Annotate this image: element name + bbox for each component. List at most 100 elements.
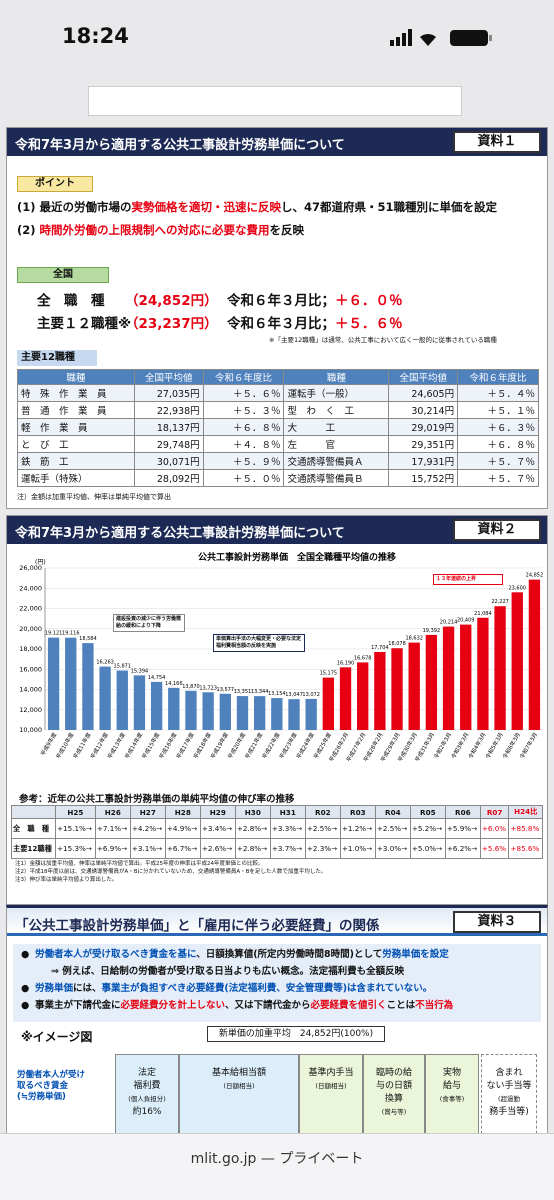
site-label: mlit.go.jp — プライベート [190, 1151, 364, 1167]
table-cell: ＋６．８％ [202, 418, 285, 436]
y-unit: (円) [35, 559, 46, 566]
box-line: (超過勤 [497, 1095, 521, 1103]
value-label: 19,392 [423, 628, 441, 634]
box-line: (食事等) [439, 1095, 465, 1103]
summary-row: 主要１２職種※ （23,237円） 令和６年３月比；＋５．６％ [37, 312, 537, 335]
table-cell: +15.1%→ [55, 818, 96, 839]
table-row: と び 工 29,748円 ＋４．８％左 官 29,351円 ＋６．８％ [17, 435, 539, 453]
header-cell: R02 [304, 805, 341, 819]
table-cell: 30,214円 [388, 401, 459, 419]
blank-box [88, 86, 462, 116]
header-cell: 職種 [17, 369, 135, 385]
header-cell: H27 [129, 805, 166, 819]
table-cell: ＋５．６％ [202, 384, 285, 402]
summary: 全 職 種 （24,852円） 令和６年３月比；＋６．０％ 主要１２職種※ （23,23… [37, 289, 537, 335]
value-label: 15,871 [114, 664, 132, 670]
table-cell: 27,035円 [133, 384, 204, 402]
summary-cell: （24,852円） [125, 293, 218, 309]
value-label: 13,154 [268, 691, 286, 697]
bar [408, 642, 420, 730]
bar [477, 617, 489, 730]
bar [460, 624, 472, 730]
table-cell: 普 通 作 業 員 [17, 401, 135, 419]
table-cell: 鉄 筋 工 [17, 452, 135, 470]
slide-title: 令和7年3月から適用する公共工事設計労務単価について [15, 526, 345, 541]
image-boxes: 法定 福利費 (個人負担分) 約16% 基本給相当額 (日額相当) 基準内手当 (日額相当) 臨… [115, 1054, 545, 1144]
table-cell: +2.8%→ [234, 838, 271, 859]
header-cell: H26 [94, 805, 131, 819]
value-label: 15,175 [320, 671, 338, 677]
header-cell: 職種 [283, 369, 390, 385]
slide-header: 令和7年3月から適用する公共工事設計労務単価について 資料２ [7, 516, 547, 544]
summary-rate: ＋６．０％ [335, 293, 403, 309]
browser-bar: mlit.go.jp — プライベート [0, 1133, 554, 1200]
text-line: (1) 最近の労働市場の実勢価格を適切・迅速に反映し、47都道府県・51職種別に… [17, 196, 542, 219]
y-tick-label: 16,000 [19, 665, 42, 673]
value-label: 13,072 [302, 692, 320, 698]
annotation-box: 建設投資の減少に伴う労働需給の緩和により下降 [113, 614, 185, 632]
bar [47, 637, 60, 730]
table-cell: +5.9%→ [444, 818, 481, 839]
points: (1) 最近の労働市場の実勢価格を適切・迅速に反映し、47都道府県・51職種別に… [17, 196, 542, 242]
table-label: 主要12職種 [17, 350, 97, 366]
table-cell: +2.5%→ [374, 818, 411, 839]
table-cell: 30,071円 [133, 452, 204, 470]
bar [288, 699, 300, 730]
text-segment: (1) 最近の労働市場の [17, 200, 132, 214]
text-segment: し、47都道府県・51職種別に単価を設定 [281, 200, 498, 214]
clock: 18:24 [62, 24, 129, 48]
bullets: ● 労働者本人が受け取るべき賃金を基に、日額換算値(所定内労働時間8時間)として労… [13, 944, 541, 1022]
bar [253, 696, 266, 730]
annotation: １３年連続の上昇 [433, 574, 503, 585]
bar [511, 592, 523, 730]
table-cell: と び 工 [17, 435, 135, 453]
value-label: 22,227 [491, 599, 509, 605]
table-cell: ＋６．８％ [457, 435, 539, 453]
slide-tag: 資料１ [453, 131, 541, 153]
total-label: 新単価の加重平均 24,852円(100%) [207, 1026, 385, 1042]
annotation: 建設投資の減少に伴う労働需給の緩和により下降 [113, 614, 185, 632]
value-label: 24,852 [526, 573, 544, 579]
table-cell: ＋５．３％ [202, 401, 285, 419]
bar [116, 670, 128, 730]
box-line: 含まれ [495, 1068, 523, 1078]
bar [271, 698, 283, 730]
value-label: 18,584 [79, 636, 97, 642]
worker-line: 取るべき賃金 [17, 1081, 69, 1091]
box-line: 約16% [132, 1107, 162, 1117]
summary-row: 全 職 種 （24,852円） 令和６年３月比；＋６．０％ [37, 289, 537, 312]
table-cell: +2.3%→ [304, 838, 341, 859]
slide-title: 「公共工事設計労務単価」と「雇用に伴う必要経費」の関係 [15, 918, 380, 934]
table-cell: +6.7%→ [164, 838, 201, 859]
note: 注2）平成18年度以前は、交通誘導警備員がA・Bに分かれていないため、交通誘導警… [15, 869, 327, 875]
value-label: 20,409 [457, 618, 475, 624]
bar [219, 693, 231, 730]
table-row: 普 通 作 業 員 22,938円 ＋５．３％型 わ く 工 30,214円 ＋５．１％ [17, 401, 539, 419]
slide-1: 令和7年3月から適用する公共工事設計労務単価について 資料１ ポイント (1) 最… [6, 127, 548, 509]
box-line: 法定 [137, 1068, 156, 1078]
header-cell: R04 [374, 805, 411, 819]
box-line: 与の日額 [375, 1081, 412, 1091]
y-tick-label: 26,000 [19, 564, 42, 572]
box-line: 換算 [384, 1094, 403, 1104]
note: 注1）金額は加重平均値、伸率は単純平均値で算出。平成25年度の伸率は平成24年度… [15, 861, 264, 867]
bar [357, 662, 369, 730]
text-segment: ⇒ 例えば、日給制の労働者が受け取る日当よりも広い概念。法定福利費も全額反映 [51, 966, 405, 977]
text-segment: ことは [386, 1000, 416, 1011]
table-cell: 交通誘導警備員Ａ [283, 452, 390, 470]
table-cell: +6.9%→ [94, 838, 131, 859]
box-line: 務手当等) [489, 1107, 529, 1117]
image-box: 基本給相当額 (日額相当) [179, 1054, 299, 1144]
table-cell: +4.2%→ [129, 818, 166, 839]
rate-table: H25 H26 H27 H28 H29 H30 H31 R02 R03 R04 R05 R06 R07 H… [11, 805, 543, 859]
box-line: 実物 [442, 1068, 461, 1078]
box-line: 臨時の給 [375, 1068, 412, 1078]
slide-header: 令和7年3月から適用する公共工事設計労務単価について 資料１ [7, 128, 547, 156]
table-cell: 交通誘導警備員Ｂ [283, 469, 390, 487]
text-segment: を反映 [269, 223, 305, 237]
value-label: 18,078 [388, 641, 406, 647]
text-line: ⇒ 例えば、日給制の労働者が受け取る日当よりも広い概念。法定福利費も全額反映 [21, 963, 533, 980]
text-segment: 事業主が下請代金に [35, 1000, 121, 1011]
text-segment: 時間外労働の上限規制への対応に必要な費用 [39, 223, 270, 237]
table-cell: +7.1%→ [94, 818, 131, 839]
